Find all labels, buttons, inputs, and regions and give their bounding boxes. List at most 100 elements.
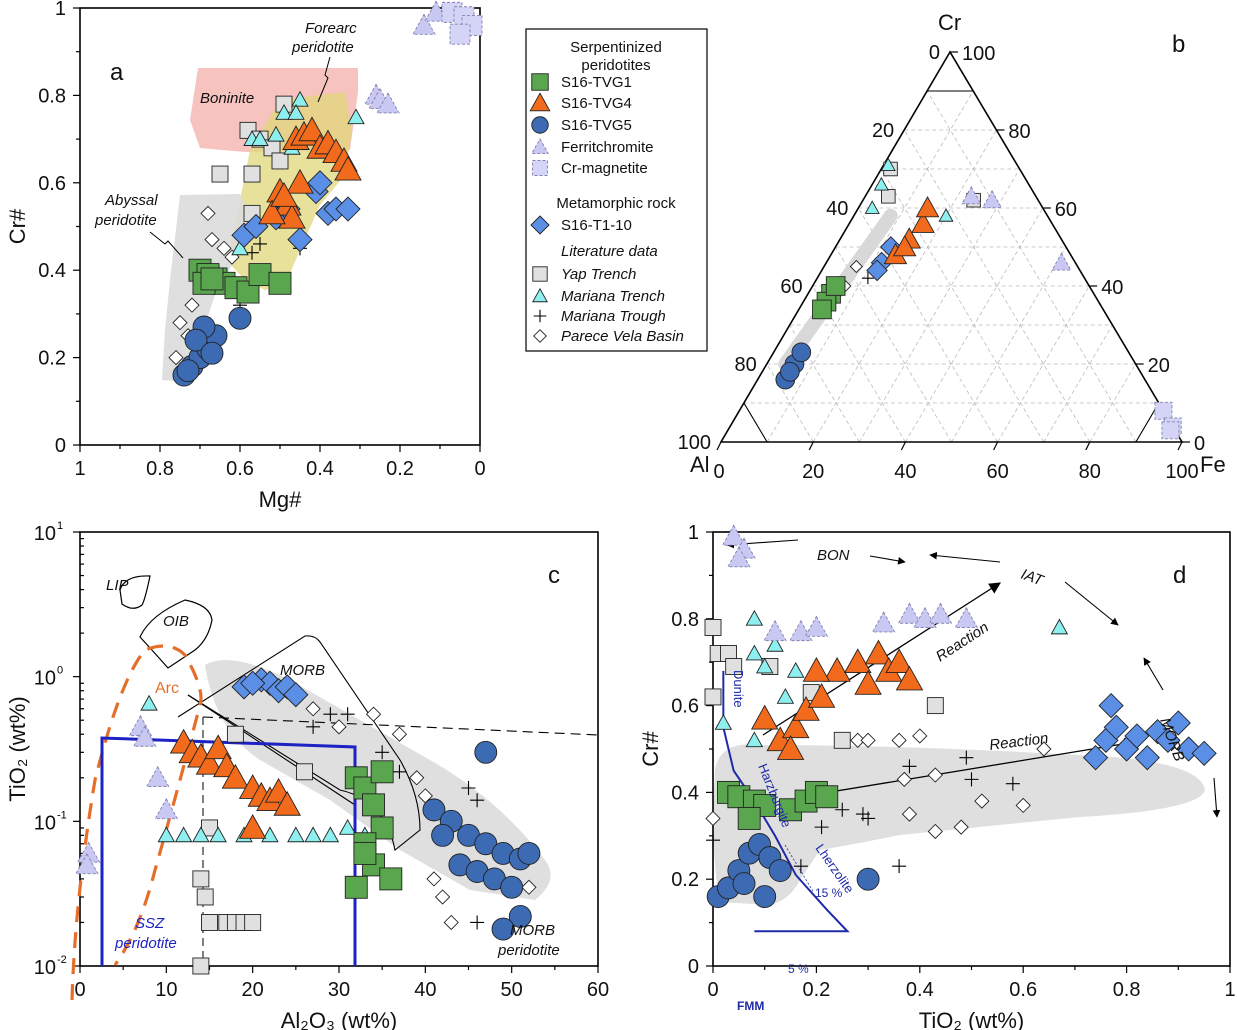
y-tick-label: 0 [55, 435, 66, 457]
point-parece-vela-basin [216, 240, 232, 256]
point-mariana-trough [1005, 776, 1020, 791]
point-ferritchromite [897, 602, 922, 624]
point-ferritchromite [376, 92, 400, 114]
point-s16-tvg1 [370, 760, 394, 784]
point-parece-vela-basin [365, 706, 382, 722]
point-s16-tvg1 [531, 73, 549, 91]
point-s16-tvg5 [422, 798, 446, 822]
point-yap-trench [926, 697, 944, 715]
annotation-dunite: Dunite [731, 670, 746, 708]
point-mariana-trough [253, 236, 267, 251]
field-label-abyssal-1: Abyssal [104, 192, 158, 209]
field-label-ssz-2: peridotite [114, 935, 177, 952]
point-s16-tvg4 [278, 203, 306, 229]
point-s16-tvg1 [268, 271, 292, 295]
x-tick-label: 0 [707, 979, 718, 1001]
ternary-bottom-tick: 100 [1165, 461, 1198, 483]
y-tick-label: 0 [688, 956, 699, 978]
oib-field [139, 599, 213, 669]
point-mariana-trough [959, 750, 974, 765]
apex-label-cr: Cr [938, 10, 961, 35]
y-axis-label: Cr# [638, 731, 663, 767]
legend-item-t1-10: S16-T1-10 [561, 217, 632, 234]
point-s16-tvg4 [270, 181, 298, 207]
point-yap-trench [704, 688, 722, 706]
point-parece-vela-basin [896, 771, 912, 788]
point-ferritchromite [1051, 252, 1072, 271]
apex-label-fe: Fe [1200, 452, 1226, 477]
point-parece-vela-basin [391, 726, 408, 742]
legend-item-ferritchromite: Ferritchromite [561, 139, 654, 156]
point-s16-tvg1 [379, 867, 403, 891]
ternary-left-tick: 80 [735, 354, 757, 376]
ternary-right-tick: 20 [1148, 355, 1170, 377]
point-s16-t1-10 [1124, 723, 1150, 749]
point-parece-vela-basin [860, 732, 876, 748]
field-label-lip: LIP [106, 577, 129, 594]
point-parece-vela-basin [184, 297, 200, 313]
fmm-melting-curve [722, 670, 850, 933]
x-tick-label: 20 [242, 979, 264, 1001]
point-ferritchromite [75, 852, 99, 875]
point-s16-tvg4 [750, 704, 779, 730]
point-yap-trench [192, 870, 210, 888]
point-mariana-trough [706, 833, 720, 848]
point-mariana-trench [174, 826, 193, 843]
legend-item-tvg1: S16-TVG1 [561, 74, 632, 91]
point-s16-t1-10 [1103, 714, 1129, 740]
panel-a: 1 0.8 0.6 0.4 0.2 0 0 0.2 0.4 0.6 0.8 1 Mg# Cr# a For… [5, 0, 486, 512]
point-s16-tvg5 [780, 361, 800, 382]
point-ferritchromite [412, 13, 436, 35]
point-s16-tvg4 [915, 196, 940, 218]
point-s16-tvg1 [812, 299, 832, 320]
arc-field [70, 644, 203, 1001]
point-s16-tvg1 [370, 816, 394, 840]
point-mariana-trench [745, 644, 764, 661]
x-axis-label: Mg# [259, 487, 303, 512]
point-parece-vela-basin [331, 719, 347, 735]
y-tick-label: 0.2 [671, 869, 699, 891]
point-parece-vela-basin [434, 889, 451, 905]
point-parece-vela-basin [443, 914, 459, 931]
point-mariana-trench [304, 826, 322, 843]
ternary-bottom-tick: 40 [894, 461, 916, 483]
point-mariana-trench [776, 687, 795, 704]
point-mariana-trough [902, 759, 917, 774]
y-axis-label: Cr# [5, 208, 30, 244]
y-tick-label: 10 [34, 523, 56, 545]
point-mariana-trough [323, 707, 338, 722]
point-yap-trench [532, 266, 548, 282]
y-tick-label: 0.8 [38, 85, 66, 107]
point-s16-t1-10 [287, 226, 313, 253]
point-s16-t1-10 [1155, 727, 1181, 753]
annotation-iat: IAT [1019, 566, 1047, 590]
point-mariana-trough [892, 859, 907, 874]
point-mariana-trench [880, 157, 896, 171]
x-tick-label: 0.4 [306, 458, 334, 480]
point-s16-t1-10 [1134, 745, 1160, 771]
y-tick-label: 0.4 [38, 260, 66, 282]
point-s16-tvg4 [273, 790, 301, 816]
point-s16-t1-10 [1082, 745, 1109, 771]
x-tick-label: 0.8 [1113, 979, 1141, 1001]
point-s16-tvg4 [854, 669, 882, 695]
point-mariana-trench [938, 208, 954, 222]
point-s16-tvg5 [184, 328, 208, 352]
point-ferritchromite [154, 797, 179, 820]
point-s16-tvg4 [911, 211, 935, 233]
field-label-oib: OIB [163, 613, 189, 630]
point-mariana-trench [192, 826, 210, 843]
point-parece-vela-basin [912, 728, 928, 744]
point-s16-tvg1 [815, 785, 839, 809]
point-parece-vela-basin [849, 259, 863, 274]
y-tick-label: 0.6 [38, 173, 66, 195]
field-label-boninite: Boninite [200, 90, 254, 107]
point-s16-tvg5 [732, 872, 756, 895]
x-axis-label: TiO₂ (wt%) [919, 1008, 1025, 1030]
legend-item-yap: Yap Trench [561, 266, 636, 283]
point-ferritchromite [954, 606, 979, 629]
ternary-left-tick: 40 [826, 198, 848, 220]
point-ferritchromite [721, 524, 746, 546]
point-s16-tvg1 [362, 793, 385, 817]
